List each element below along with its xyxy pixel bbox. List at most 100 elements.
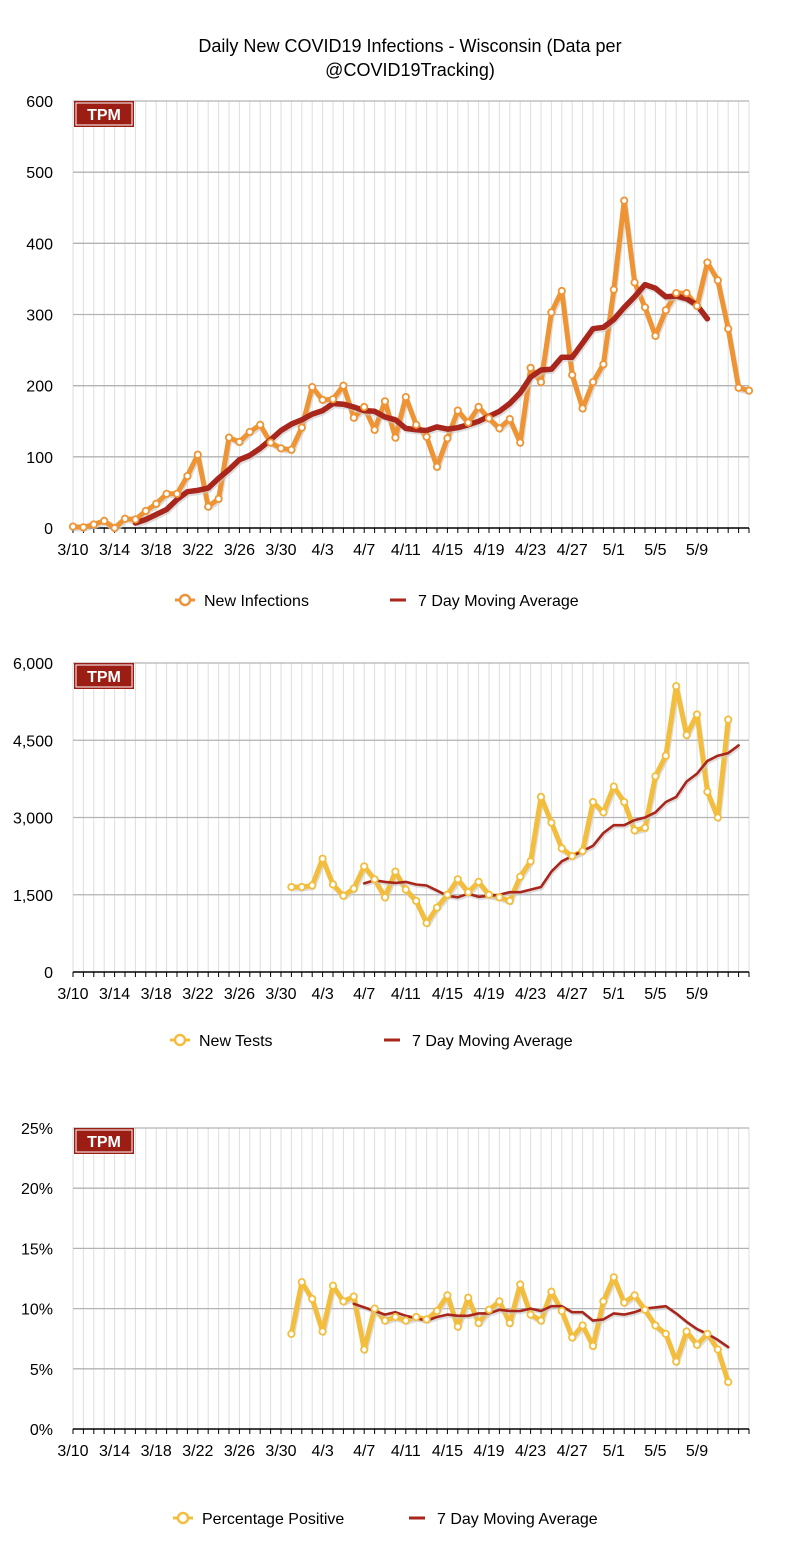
data-point <box>412 896 421 906</box>
x-tick-label: 3/14 <box>99 542 130 559</box>
x-tick-label: 4/7 <box>353 1443 375 1460</box>
data-point <box>640 1305 650 1314</box>
data-point <box>495 893 504 902</box>
data-point <box>495 424 504 433</box>
legend-swatch-main-marker <box>176 1511 190 1525</box>
y-tick-label: 400 <box>26 236 53 253</box>
y-tick-label: 1,500 <box>13 888 53 905</box>
data-point <box>744 386 754 395</box>
legend-label-main: New Infections <box>204 593 309 610</box>
x-tick-label: 3/14 <box>99 1443 130 1460</box>
data-point <box>443 890 452 899</box>
data-point <box>276 444 286 453</box>
tpm-logo-text: TPM <box>87 669 121 686</box>
data-point <box>630 1291 639 1300</box>
data-point <box>547 308 556 317</box>
data-point <box>599 1297 608 1306</box>
data-point <box>370 1304 379 1313</box>
data-point <box>380 1316 390 1325</box>
data-point <box>640 303 650 312</box>
data-point <box>505 896 514 906</box>
data-point <box>620 196 629 205</box>
x-tick-label: 4/11 <box>391 986 421 1003</box>
data-point <box>547 1287 556 1296</box>
data-point <box>443 1291 452 1300</box>
data-point <box>339 891 348 900</box>
data-point <box>453 1322 462 1331</box>
data-point <box>682 1327 691 1336</box>
x-tick-label: 4/23 <box>515 1443 546 1460</box>
legend-swatch-main-marker <box>173 1033 187 1047</box>
data-point <box>432 1306 442 1316</box>
data-point <box>682 730 691 740</box>
chart-title-line2: @COVID19Tracking) <box>325 60 495 80</box>
data-point <box>287 445 296 454</box>
data-point <box>682 289 691 298</box>
data-point <box>651 1321 660 1330</box>
data-point <box>474 1318 483 1328</box>
y-tick-label: 0 <box>44 965 53 982</box>
y-tick-label: 4,500 <box>13 733 53 750</box>
data-point <box>661 306 670 315</box>
legend-swatch-main-marker <box>178 593 192 607</box>
data-point <box>287 1329 296 1338</box>
data-point <box>557 286 566 296</box>
x-tick-label: 4/3 <box>311 542 333 559</box>
data-point <box>578 1321 587 1330</box>
data-point <box>578 404 587 413</box>
data-point <box>380 397 390 406</box>
tpm-logo: TPM <box>74 1128 134 1154</box>
data-point <box>536 792 546 802</box>
data-point <box>256 420 265 429</box>
data-point <box>339 1297 348 1306</box>
data-point <box>370 875 379 884</box>
data-point <box>412 420 421 429</box>
data-point <box>141 506 150 516</box>
data-point <box>526 1310 535 1319</box>
data-point <box>484 414 494 423</box>
data-point <box>464 1293 473 1302</box>
x-tick-label: 3/26 <box>224 986 255 1003</box>
data-point <box>370 425 379 434</box>
data-point <box>557 844 566 853</box>
data-point <box>536 378 546 387</box>
data-point <box>672 1357 681 1366</box>
x-tick-label: 5/1 <box>603 986 625 1003</box>
data-point <box>401 1316 410 1325</box>
y-tick-label: 15% <box>21 1241 53 1258</box>
x-tick-label: 3/18 <box>141 986 172 1003</box>
moving-average-line <box>132 281 711 526</box>
data-point <box>360 402 369 412</box>
x-tick-label: 3/18 <box>141 542 172 559</box>
data-point <box>578 846 587 856</box>
data-point <box>339 381 348 390</box>
x-tick-label: 3/22 <box>182 1443 213 1460</box>
data-point <box>224 433 234 442</box>
legend: New Infections 7 Day Moving Average <box>175 593 579 610</box>
data-point <box>318 1327 327 1336</box>
data-point <box>152 499 161 508</box>
tpm-logo-border <box>75 1129 133 1153</box>
data-point <box>100 516 109 525</box>
data-point <box>713 276 722 285</box>
data-point <box>568 1333 577 1342</box>
y-tick-label: 0% <box>30 1422 53 1439</box>
y-tick-label: 20% <box>21 1181 53 1198</box>
data-point <box>453 406 462 415</box>
x-tick-label: 5/5 <box>644 986 666 1003</box>
y-tick-label: 25% <box>21 1121 53 1138</box>
y-tick-label: 10% <box>21 1302 53 1319</box>
data-point <box>599 360 608 369</box>
y-tick-label: 100 <box>26 450 53 467</box>
tpm-logo-text: TPM <box>87 1134 121 1151</box>
y-tick-label: 300 <box>26 308 53 325</box>
x-tick-label: 3/14 <box>99 986 130 1003</box>
y-tick-label: 500 <box>26 165 53 182</box>
data-point <box>672 682 681 691</box>
data-point <box>422 918 431 928</box>
data-point <box>526 363 535 372</box>
data-point <box>391 867 400 876</box>
y-tick-label: 5% <box>30 1362 53 1379</box>
y-tick-label: 0 <box>44 521 53 538</box>
data-point <box>495 1297 504 1306</box>
